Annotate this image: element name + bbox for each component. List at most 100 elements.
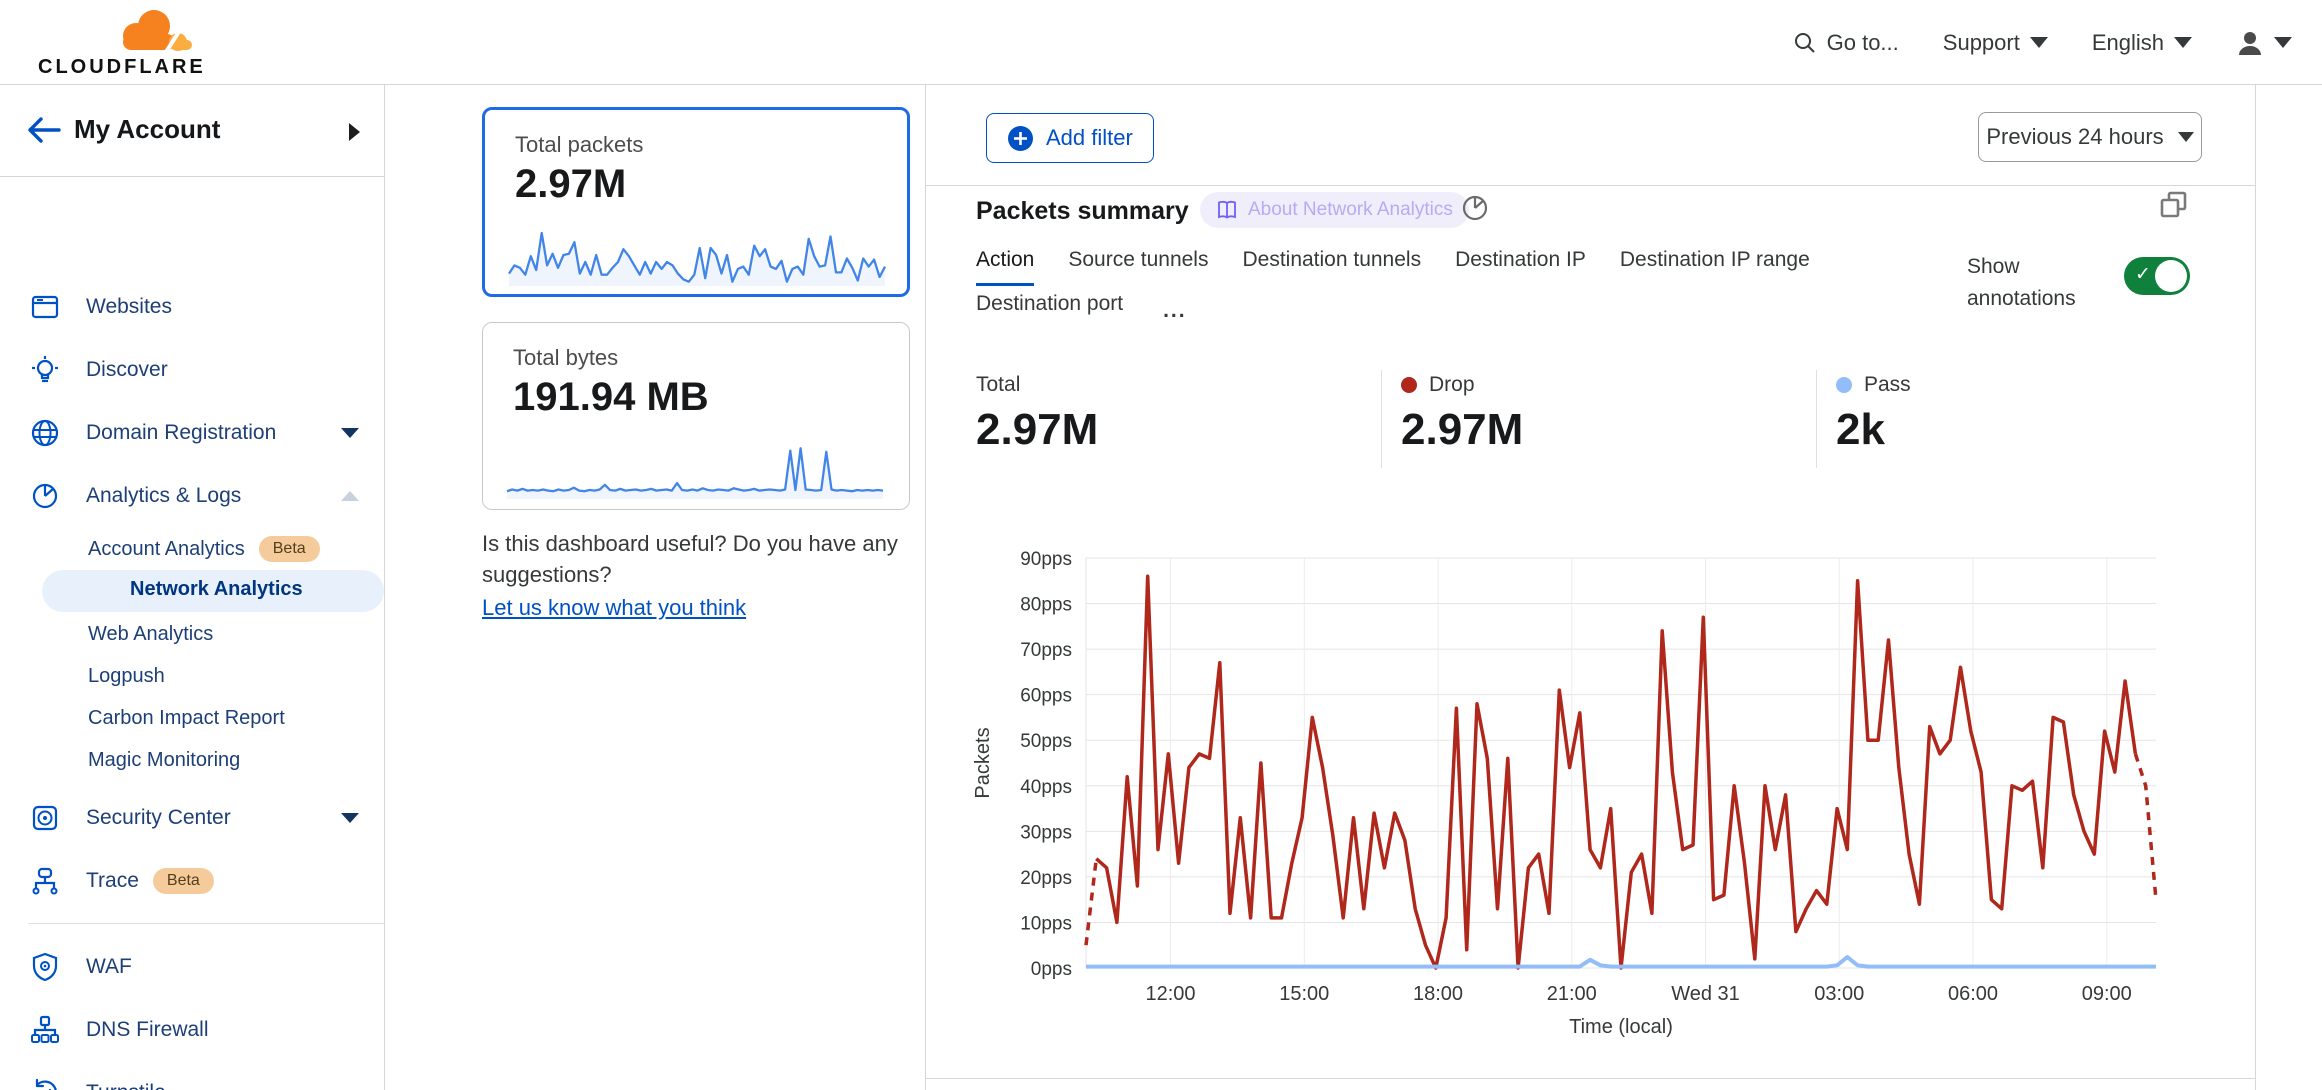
language-label: English <box>2091 29 2164 55</box>
card-label: Total packets <box>515 132 644 157</box>
more-tabs-button[interactable]: ... <box>1163 299 1187 322</box>
tab-destination-ip[interactable]: Destination IP <box>1455 248 1586 271</box>
about-badge-label: About Network Analytics <box>1248 199 1453 220</box>
sidebar-sublabel: Carbon Impact Report <box>88 706 285 729</box>
chevron-up-icon <box>341 491 359 501</box>
sidebar-label: Discover <box>86 358 168 381</box>
card-value: 191.94 MB <box>513 375 709 419</box>
feedback-link[interactable]: Let us know what you think <box>482 595 747 620</box>
toolbar-divider <box>926 185 2255 186</box>
expand-panel-icon[interactable] <box>2158 189 2190 221</box>
sidebar-label: WAF <box>86 955 132 978</box>
show-annotations-toggle[interactable]: ✓ <box>2124 257 2190 295</box>
dimension-tabs: Action Source tunnels Destination tunnel… <box>976 248 1810 286</box>
account-menu[interactable] <box>2236 29 2292 57</box>
time-range-dropdown[interactable]: Previous 24 hours <box>1978 112 2202 162</box>
support-menu[interactable]: Support <box>1943 30 2048 56</box>
sidebar-divider <box>28 923 384 924</box>
summary-total-label: Total <box>976 373 1021 396</box>
sidebar-sublabel-active: Network Analytics <box>130 578 303 600</box>
sidebar-label: Trace <box>86 869 139 892</box>
sidebar: My Account Websites Discover Domain Regi… <box>0 85 385 1090</box>
chevron-down-icon <box>2177 132 2194 142</box>
sidebar-item-security-center[interactable]: Security Center <box>0 796 385 840</box>
time-range-label: Previous 24 hours <box>1986 124 2164 149</box>
show-annotations-label: Show annotations <box>1967 255 2076 310</box>
pie-chart-icon <box>32 483 58 509</box>
turnstile-icon <box>35 1078 57 1090</box>
summary-total: Total 2.97M <box>976 373 1098 455</box>
svg-text:06:00: 06:00 <box>1948 983 1998 1005</box>
beta-badge: Beta <box>258 536 320 562</box>
chart-type-icon[interactable] <box>1460 193 1490 223</box>
sidebar-item-websites[interactable]: Websites <box>0 285 385 329</box>
svg-text:Wed 31: Wed 31 <box>1671 983 1740 1005</box>
main-panel: Add filter Previous 24 hours Packets sum… <box>925 85 2256 1090</box>
top-header: CLOUDFLARE Go to... Support English <box>0 0 2322 85</box>
svg-text:90pps: 90pps <box>1020 549 1072 570</box>
sidebar-item-dns-firewall[interactable]: DNS Firewall <box>0 1008 385 1052</box>
panel-title: Packets summary <box>976 197 1189 225</box>
chevron-down-icon <box>2274 37 2292 48</box>
sidebar-item-domain-registration[interactable]: Domain Registration <box>0 411 385 455</box>
tab-source-tunnels[interactable]: Source tunnels <box>1068 248 1209 271</box>
summary-drop-value: 2.97M <box>1401 405 1524 454</box>
tab-action[interactable]: Action <box>976 248 1035 286</box>
sidebar-item-magic-monitoring[interactable]: Magic Monitoring <box>0 739 385 781</box>
security-center-icon <box>32 805 58 831</box>
cloudflare-cloud-icon <box>123 10 192 54</box>
svg-text:80pps: 80pps <box>1020 595 1072 616</box>
svg-text:15:00: 15:00 <box>1279 983 1329 1005</box>
summary-pass-label: Pass <box>1864 373 1911 396</box>
panel-bottom-divider <box>926 1078 2255 1079</box>
language-menu[interactable]: English <box>2092 30 2192 56</box>
sidebar-item-turnstile[interactable]: Turnstile <box>0 1071 385 1090</box>
shield-gear-icon <box>32 952 58 982</box>
sidebar-item-web-analytics[interactable]: Web Analytics <box>0 613 385 655</box>
sidebar-label: Security Center <box>86 806 231 829</box>
card-label: Total bytes <box>513 345 619 370</box>
back-arrow-icon[interactable] <box>25 115 61 145</box>
account-name[interactable]: My Account <box>74 114 221 144</box>
pass-legend-dot <box>1836 377 1852 393</box>
sidebar-item-account-analytics[interactable]: Account Analytics Beta <box>0 528 385 570</box>
caret-right-icon[interactable] <box>349 123 360 141</box>
cloudflare-logo[interactable]: CLOUDFLARE <box>18 6 203 78</box>
svg-text:Time (local): Time (local) <box>1569 1016 1673 1038</box>
sidebar-item-carbon-impact[interactable]: Carbon Impact Report <box>0 697 385 739</box>
total-packets-card[interactable]: Total packets 2.97M <box>482 107 910 297</box>
sidebar-item-discover[interactable]: Discover <box>0 348 385 392</box>
about-network-analytics-badge[interactable]: About Network Analytics <box>1200 192 1469 228</box>
summary-total-value: 2.97M <box>976 405 1099 454</box>
sidebar-item-network-analytics[interactable]: Network Analytics <box>42 570 384 612</box>
feedback-block: Is this dashboard useful? Do you have an… <box>482 528 922 623</box>
sidebar-sublabel: Web Analytics <box>88 622 214 645</box>
sidebar-item-trace[interactable]: Trace Beta <box>0 859 385 903</box>
svg-text:12:00: 12:00 <box>1145 983 1195 1005</box>
toggle-knob <box>2155 260 2187 292</box>
sidebar-label: DNS Firewall <box>86 1018 209 1041</box>
packets-time-series-chart[interactable]: 0pps 10pps 20pps 30pps 40pps 50pps 60pps 70pps 8… <box>951 545 2241 1050</box>
book-icon <box>1218 200 1236 219</box>
tab-destination-port[interactable]: Destination port <box>976 292 1124 315</box>
add-filter-label: Add filter <box>1046 125 1133 150</box>
svg-text:70pps: 70pps <box>1020 640 1072 661</box>
sidebar-item-waf[interactable]: WAF <box>0 945 385 989</box>
total-bytes-card[interactable]: Total bytes 191.94 MB <box>482 322 910 510</box>
svg-text:21:00: 21:00 <box>1547 983 1597 1005</box>
sidebar-item-analytics-logs[interactable]: Analytics & Logs <box>0 474 385 518</box>
svg-text:03:00: 03:00 <box>1814 983 1864 1005</box>
support-label: Support <box>1942 29 2020 55</box>
add-filter-button[interactable]: Add filter <box>986 113 1154 163</box>
sidebar-item-logpush[interactable]: Logpush <box>0 655 385 697</box>
svg-text:0pps: 0pps <box>1031 959 1072 980</box>
tab-destination-tunnels[interactable]: Destination tunnels <box>1242 248 1422 271</box>
go-to-label: Go to... <box>1826 29 1899 55</box>
search-icon <box>1794 32 1815 53</box>
lightbulb-icon <box>32 356 58 383</box>
tab-destination-ip-range[interactable]: Destination IP range <box>1619 248 1810 271</box>
plus-icon <box>1008 125 1033 151</box>
summary-drop-label: Drop <box>1429 373 1475 396</box>
go-to-search[interactable]: Go to... <box>1793 30 1899 56</box>
